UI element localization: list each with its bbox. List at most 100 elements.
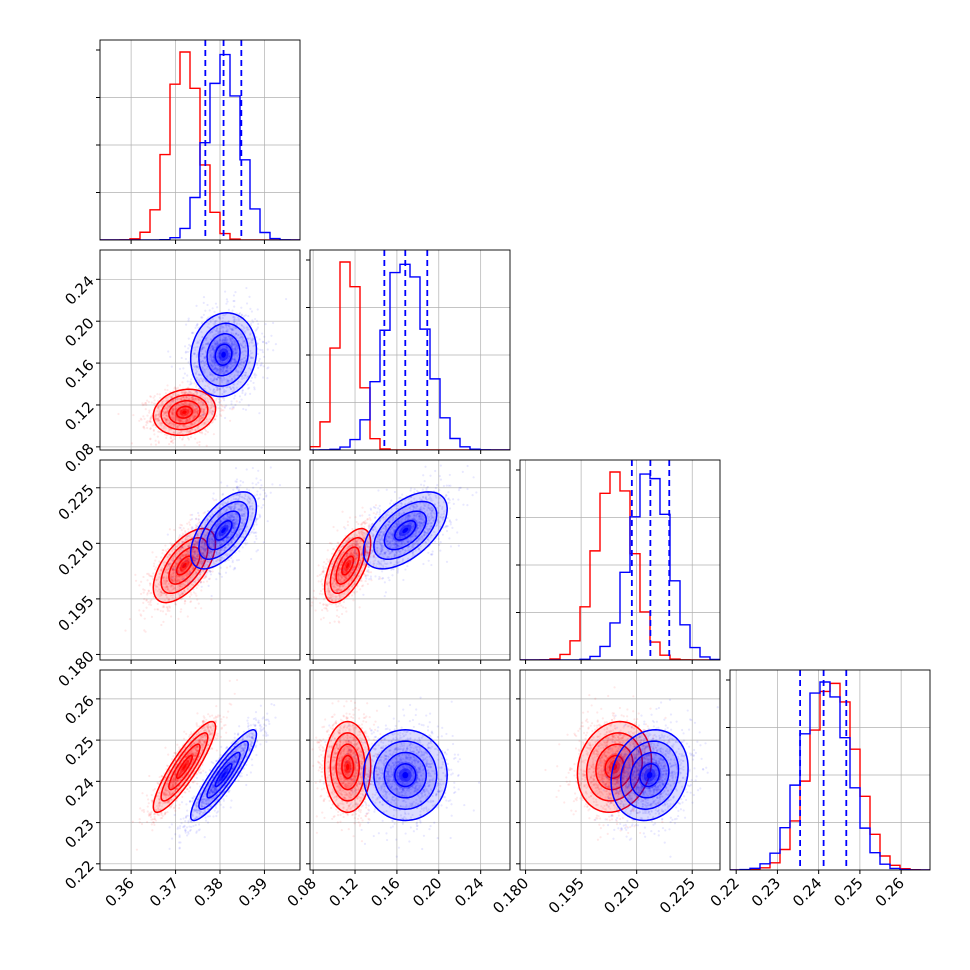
contour-blue (189, 312, 258, 398)
contour-blue (214, 343, 233, 366)
contour-blue (198, 322, 249, 387)
panel-3-3: 0.22 0.23 0.24 0.25 0.26 (707, 669, 931, 910)
x-tick-label: 0.08 (284, 874, 320, 910)
panel-frame (519, 459, 721, 661)
peak-red (346, 563, 350, 569)
x-tick-label: 0.16 (367, 874, 403, 910)
y-tick-label: 0.08 (61, 440, 97, 476)
contour-blue (373, 500, 438, 561)
panel-1-0: 0.08 0.12 0.16 0.20 0.24 (61, 249, 301, 476)
contour-blue (214, 763, 233, 788)
panel-0-0 (96, 39, 301, 244)
panel-2-1 (306, 459, 511, 664)
panel-frame (99, 249, 301, 451)
contour-blue (362, 491, 448, 570)
y-tick-label: 0.225 (55, 481, 98, 524)
panel-frame (309, 669, 511, 871)
x-tick-label: 0.210 (600, 874, 643, 917)
contour-red (329, 732, 366, 802)
contour-red (168, 400, 201, 425)
x-tick-label: 0.225 (656, 874, 699, 917)
contour-blue (189, 729, 258, 822)
histogram-red (730, 682, 930, 870)
contour-red (160, 732, 209, 802)
panel-3-1: 0.08 0.12 0.16 0.20 0.24 (284, 669, 511, 910)
contour-red (160, 394, 209, 431)
x-tick-label: 0.20 (409, 874, 445, 910)
contour-blue (206, 751, 241, 799)
peak-blue (402, 527, 409, 534)
x-tick-label: 0.26 (872, 874, 908, 910)
y-tick-label: 0.24 (61, 774, 97, 810)
y-tick-label: 0.180 (55, 647, 98, 690)
histogram-red (310, 261, 510, 450)
y-tick-label: 0.16 (61, 356, 97, 392)
y-tick-label: 0.24 (61, 272, 97, 308)
panel-2-0: 0.180 0.195 0.210 0.225 (55, 459, 301, 690)
panel-frame (99, 459, 301, 661)
peak-red (182, 563, 187, 569)
x-tick-label: 0.23 (748, 874, 784, 910)
peak-blue (221, 527, 226, 534)
scatter-red (310, 699, 386, 843)
contour-red (152, 720, 217, 813)
y-tick-label: 0.25 (61, 733, 97, 769)
peak-blue (646, 772, 653, 779)
panel-frame (309, 249, 511, 451)
peak-red (346, 763, 350, 771)
panel-frame (309, 459, 511, 661)
panel-3-0: 0.22 0.23 0.24 0.25 0.26 0.36 0.37 0.38 0.39 (61, 669, 301, 910)
contour-blue (394, 519, 417, 541)
contour-blue (394, 763, 417, 788)
histogram-blue (730, 681, 930, 870)
y-tick-label: 0.23 (61, 816, 97, 852)
y-tick-label: 0.22 (61, 857, 97, 893)
contour-red (576, 720, 653, 814)
y-tick-label: 0.195 (55, 592, 98, 635)
peak-red (182, 410, 187, 414)
contour-blue (189, 491, 258, 570)
y-tick-label: 0.20 (61, 314, 97, 350)
contour-red (341, 555, 355, 576)
panel-3-2: 0.180 0.195 0.210 0.225 (489, 669, 721, 917)
contour-red (175, 405, 193, 419)
peak-blue (221, 351, 226, 358)
histogram-blue (310, 263, 510, 450)
contour-red (152, 388, 217, 437)
y-tick-label: 0.210 (55, 536, 98, 579)
contour-blue (198, 500, 249, 561)
x-tick-label: 0.39 (235, 874, 271, 910)
contour-red (341, 754, 355, 779)
contour-red (335, 546, 360, 585)
contour-red (595, 743, 634, 791)
x-tick-label: 0.36 (102, 874, 138, 910)
peak-blue (221, 772, 226, 779)
x-tick-label: 0.37 (146, 874, 182, 910)
contour-red (168, 743, 201, 791)
peak-red (182, 763, 187, 771)
contour-red (323, 527, 372, 604)
contour-red (175, 555, 193, 576)
contour-red (160, 537, 209, 595)
panel-1-1 (306, 249, 511, 454)
contour-red (323, 720, 372, 814)
contour-blue (373, 740, 438, 810)
contour-blue (639, 763, 661, 788)
contour-blue (610, 729, 689, 822)
panel-frame (519, 669, 721, 871)
x-tick-label: 0.38 (190, 874, 226, 910)
x-tick-label: 0.24 (451, 874, 487, 910)
histogram-blue (520, 473, 720, 660)
peak-blue (402, 772, 409, 779)
y-tick-label: 0.26 (61, 692, 97, 728)
x-tick-label: 0.180 (489, 874, 532, 917)
y-tick-label: 0.12 (61, 398, 97, 434)
contour-blue (198, 740, 249, 810)
contour-red (329, 537, 366, 595)
contour-red (168, 546, 201, 585)
contour-blue (383, 751, 427, 799)
x-tick-label: 0.24 (789, 874, 825, 910)
contour-red (175, 754, 193, 779)
contour-blue (214, 519, 233, 541)
